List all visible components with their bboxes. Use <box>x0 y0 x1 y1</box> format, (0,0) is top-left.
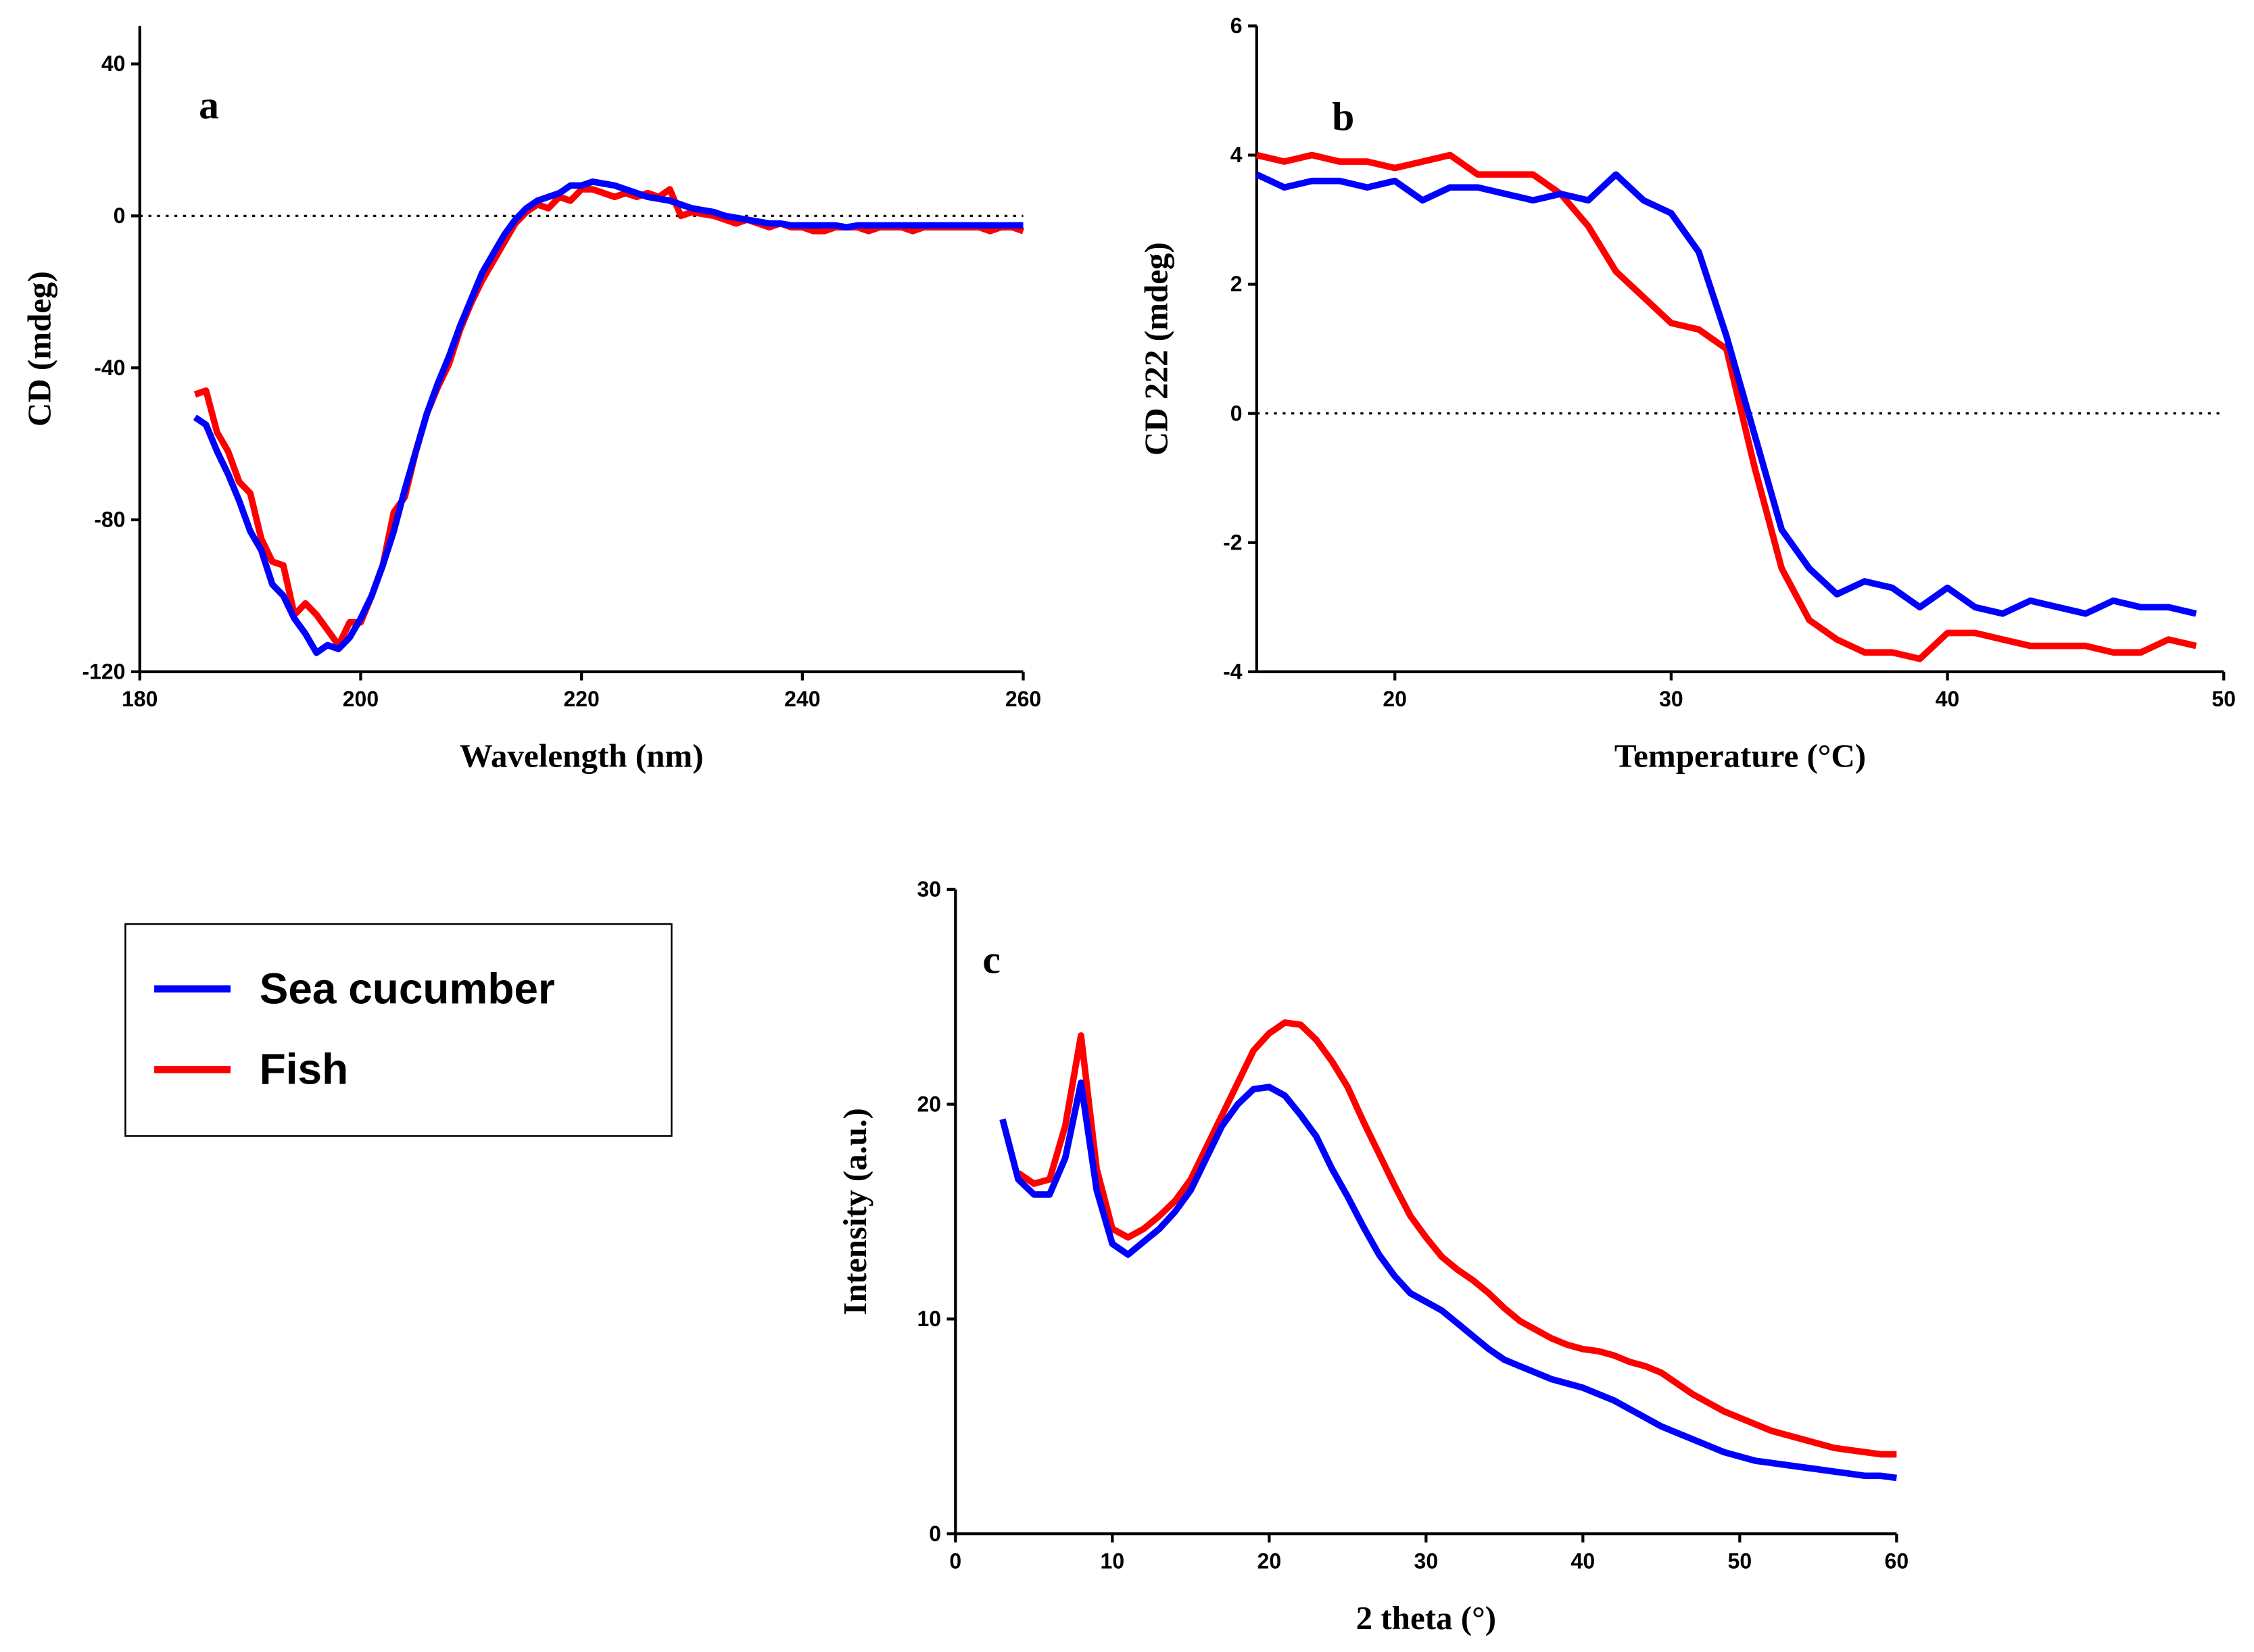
x-tick-label: 180 <box>122 687 158 711</box>
panel-label: b <box>1332 94 1354 139</box>
x-tick-label: 260 <box>1005 687 1041 711</box>
x-tick-label: 40 <box>1936 687 1960 711</box>
y-tick-label: -2 <box>1223 530 1242 554</box>
panel-label: c <box>982 938 1000 982</box>
y-tick-label: 40 <box>101 51 126 76</box>
legend-box <box>124 923 673 1137</box>
y-tick-label: 6 <box>1230 14 1243 38</box>
x-tick-label: 30 <box>1659 687 1683 711</box>
series-line <box>193 178 1024 656</box>
x-tick-label: 10 <box>1101 1549 1125 1573</box>
x-tick-label: 40 <box>1571 1549 1596 1573</box>
series-line <box>1016 1019 1897 1458</box>
y-tick-label: -80 <box>94 508 125 532</box>
x-tick-label: 50 <box>2211 687 2236 711</box>
legend-label: Fish <box>260 1045 348 1094</box>
x-tick-label: 20 <box>1257 1549 1282 1573</box>
y-axis-title: CD (mdeg) <box>21 271 58 427</box>
x-tick-label: 30 <box>1414 1549 1439 1573</box>
x-tick-label: 50 <box>1728 1549 1752 1573</box>
y-tick-label: 0 <box>929 1522 941 1546</box>
x-tick-label: 240 <box>784 687 820 711</box>
x-axis-title: 2 theta (°) <box>1356 1599 1496 1636</box>
x-axis-title: Temperature (°C) <box>1614 737 1866 775</box>
x-tick-label: 60 <box>1885 1549 1909 1573</box>
y-tick-label: 0 <box>1230 401 1243 425</box>
panel-label: a <box>199 82 219 127</box>
y-tick-label: 0 <box>114 203 126 228</box>
x-tick-label: 0 <box>949 1549 961 1573</box>
series-line <box>999 1079 1897 1482</box>
x-tick-label: 20 <box>1383 687 1407 711</box>
legend-label: Sea cucumber <box>260 964 555 1013</box>
series-line <box>1255 151 2197 662</box>
y-axis-title: Intensity (a.u.) <box>836 1108 873 1315</box>
series-line <box>193 186 1025 649</box>
y-tick-label: -40 <box>94 356 125 380</box>
x-tick-label: 220 <box>563 687 599 711</box>
y-tick-label: 20 <box>917 1092 941 1116</box>
y-tick-label: 2 <box>1230 272 1243 296</box>
y-tick-label: 4 <box>1230 143 1243 167</box>
y-tick-label: 30 <box>917 877 941 901</box>
y-axis-title: CD 222 (mdeg) <box>1138 242 1175 456</box>
y-tick-label: 10 <box>917 1307 941 1331</box>
y-tick-label: -120 <box>82 659 125 683</box>
x-tick-label: 200 <box>343 687 379 711</box>
series-line <box>1255 171 2197 617</box>
y-tick-label: -4 <box>1223 659 1243 683</box>
x-axis-title: Wavelength (nm) <box>460 737 704 775</box>
